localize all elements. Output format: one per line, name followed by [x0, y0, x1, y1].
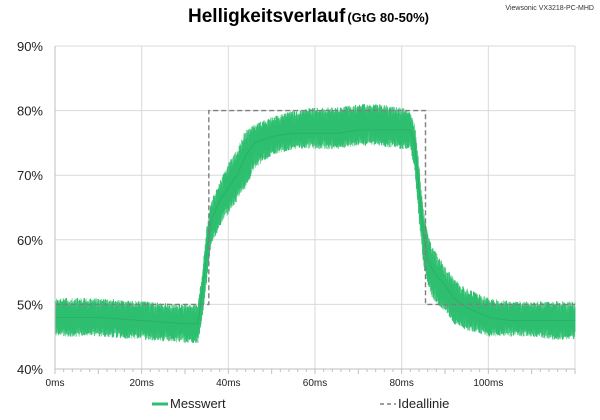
y-tick-label: 40% — [17, 362, 43, 377]
series-layer — [54, 104, 576, 344]
x-tick-label: 80ms — [389, 378, 413, 389]
x-tick-labels: 0ms 20ms 40ms 60ms 80ms 100ms — [46, 378, 504, 389]
chart-subtitle-text: (GtG 80-50%) — [347, 10, 429, 25]
legend-label-ideallinie: Ideallinie — [398, 396, 449, 411]
x-tick-label: 60ms — [303, 378, 327, 389]
chart-title: Helligkeitsverlauf (GtG 80-50%) — [188, 6, 429, 27]
device-label: Viewsonic VX3218-PC-MHD — [505, 5, 594, 12]
y-tick-label: 50% — [17, 297, 43, 312]
x-tick-label: 40ms — [216, 378, 240, 389]
axes — [54, 46, 576, 374]
y-tick-label: 80% — [17, 104, 43, 119]
chart-title-text: Helligkeitsverlauf — [188, 6, 346, 27]
series-messwert-line — [54, 104, 576, 344]
x-tick-label: 20ms — [129, 378, 153, 389]
series-messwert-center — [55, 129, 575, 325]
legend-label-messwert: Messwert — [170, 396, 226, 411]
x-tick-label: 100ms — [473, 378, 503, 389]
series-ideallinie — [55, 109, 575, 306]
x-tick-label: 0ms — [46, 378, 65, 389]
legend: Messwert Ideallinie — [152, 396, 449, 411]
y-tick-label: 90% — [17, 39, 43, 54]
y-tick-labels: 40% 50% 60% 70% 80% 90% — [17, 39, 43, 377]
y-tick-label: 70% — [17, 168, 43, 183]
y-tick-label: 60% — [17, 233, 43, 248]
